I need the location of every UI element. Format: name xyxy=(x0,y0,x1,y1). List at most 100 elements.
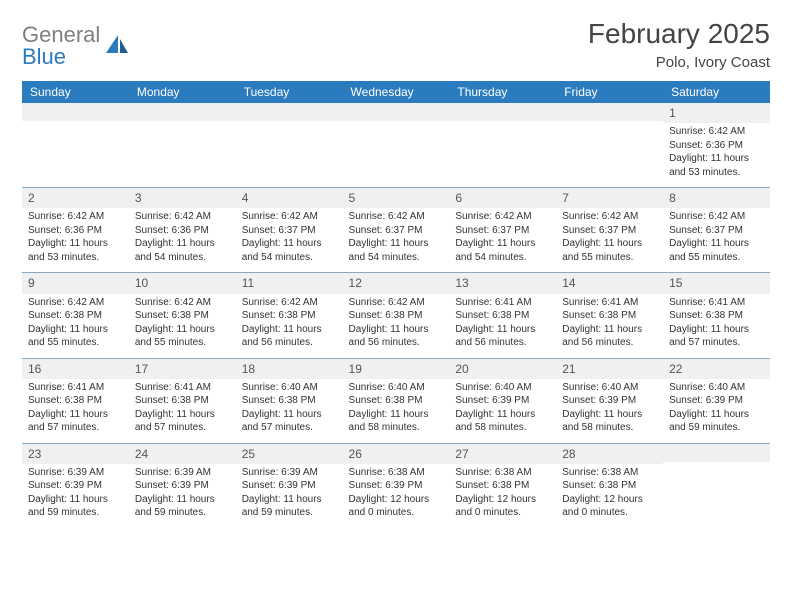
calendar-day: 5 Sunrise: 6:42 AMSunset: 6:37 PMDaylight… xyxy=(343,188,450,273)
day-number: 26 xyxy=(343,444,450,464)
day-detail-line: and 57 minutes. xyxy=(242,421,337,435)
day-detail-line: Daylight: 11 hours xyxy=(562,237,657,251)
day-number xyxy=(449,103,556,121)
day-detail-line: and 55 minutes. xyxy=(135,336,230,350)
day-detail-line: and 56 minutes. xyxy=(562,336,657,350)
day-detail-line: Daylight: 11 hours xyxy=(242,237,337,251)
day-detail-line: Daylight: 12 hours xyxy=(562,493,657,507)
calendar-week: 9Sunrise: 6:42 AMSunset: 6:38 PMDaylight… xyxy=(22,273,770,358)
calendar-day: 20Sunrise: 6:40 AMSunset: 6:39 PMDayligh… xyxy=(449,358,556,443)
day-detail-line: and 54 minutes. xyxy=(242,251,337,265)
day-detail-line: Daylight: 11 hours xyxy=(349,237,444,251)
day-number: 3 xyxy=(129,188,236,208)
day-detail-line: Sunrise: 6:42 AM xyxy=(135,296,230,310)
day-detail-line: Daylight: 11 hours xyxy=(242,493,337,507)
day-number: 5 xyxy=(343,188,450,208)
calendar-day: 17Sunrise: 6:41 AMSunset: 6:38 PMDayligh… xyxy=(129,358,236,443)
day-detail-line: Sunrise: 6:41 AM xyxy=(669,296,764,310)
calendar-day: 10 Sunrise: 6:42 AMSunset: 6:38 PMDayligh… xyxy=(129,273,236,358)
day-detail-line: and 59 minutes. xyxy=(135,506,230,520)
title-block: February 2025 Polo, Ivory Coast xyxy=(588,18,770,71)
day-detail-line: and 57 minutes. xyxy=(28,421,123,435)
day-detail-line: Sunrise: 6:40 AM xyxy=(349,381,444,395)
calendar-day xyxy=(663,443,770,528)
calendar-day: 19Sunrise: 6:40 AMSunset: 6:38 PMDayligh… xyxy=(343,358,450,443)
calendar-day: 1Sunrise: 6:42 AMSunset: 6:36 PMDaylight… xyxy=(663,103,770,188)
day-number: 2 xyxy=(22,188,129,208)
day-detail-line: and 56 minutes. xyxy=(242,336,337,350)
day-detail-line: Sunrise: 6:42 AM xyxy=(242,210,337,224)
day-detail-line: and 59 minutes. xyxy=(669,421,764,435)
day-detail-line: Sunrise: 6:39 AM xyxy=(242,466,337,480)
day-number: 7 xyxy=(556,188,663,208)
calendar-day xyxy=(556,103,663,188)
calendar-day xyxy=(343,103,450,188)
day-detail-line: Sunrise: 6:40 AM xyxy=(455,381,550,395)
calendar-day xyxy=(236,103,343,188)
day-number: 1 xyxy=(663,103,770,123)
calendar-day xyxy=(129,103,236,188)
day-detail-line: Sunrise: 6:38 AM xyxy=(562,466,657,480)
month-title: February 2025 xyxy=(588,18,770,50)
day-detail-line: and 54 minutes. xyxy=(349,251,444,265)
day-number: 16 xyxy=(22,359,129,379)
day-detail-line: and 53 minutes. xyxy=(28,251,123,265)
day-detail-line: and 58 minutes. xyxy=(455,421,550,435)
calendar-week: 23Sunrise: 6:39 AMSunset: 6:39 PMDayligh… xyxy=(22,443,770,528)
day-detail-line: and 57 minutes. xyxy=(669,336,764,350)
day-number xyxy=(22,103,129,121)
day-detail-line: Sunrise: 6:41 AM xyxy=(562,296,657,310)
day-detail-line: and 53 minutes. xyxy=(669,166,764,180)
calendar-day: 26Sunrise: 6:38 AMSunset: 6:39 PMDayligh… xyxy=(343,443,450,528)
day-detail-line: Sunset: 6:36 PM xyxy=(28,224,123,238)
day-detail-line: Sunset: 6:36 PM xyxy=(135,224,230,238)
calendar-day: 28Sunrise: 6:38 AMSunset: 6:38 PMDayligh… xyxy=(556,443,663,528)
calendar-day: 16Sunrise: 6:41 AMSunset: 6:38 PMDayligh… xyxy=(22,358,129,443)
weekday-header: Tuesday xyxy=(236,81,343,103)
calendar-day: 6Sunrise: 6:42 AMSunset: 6:37 PMDaylight… xyxy=(449,188,556,273)
calendar-day: 7Sunrise: 6:42 AMSunset: 6:37 PMDaylight… xyxy=(556,188,663,273)
day-detail-line: Sunset: 6:38 PM xyxy=(135,394,230,408)
day-detail-line: Sunset: 6:38 PM xyxy=(135,309,230,323)
day-detail-line: Daylight: 11 hours xyxy=(669,237,764,251)
day-number: 6 xyxy=(449,188,556,208)
day-detail-line: Sunset: 6:37 PM xyxy=(349,224,444,238)
day-number: 14 xyxy=(556,273,663,293)
day-detail-line: Daylight: 11 hours xyxy=(349,408,444,422)
day-detail-line: Sunset: 6:39 PM xyxy=(562,394,657,408)
day-detail-line: Daylight: 11 hours xyxy=(455,237,550,251)
calendar-day xyxy=(22,103,129,188)
day-detail-line: Daylight: 12 hours xyxy=(455,493,550,507)
day-detail-line: Sunrise: 6:42 AM xyxy=(135,210,230,224)
sail-icon xyxy=(104,33,130,62)
weekday-header: Wednesday xyxy=(343,81,450,103)
day-number: 15 xyxy=(663,273,770,293)
day-detail-line: Daylight: 11 hours xyxy=(135,237,230,251)
day-detail-line: Sunset: 6:38 PM xyxy=(455,479,550,493)
day-detail-line: Sunset: 6:38 PM xyxy=(28,394,123,408)
day-number: 10 xyxy=(129,273,236,293)
day-detail-line: Sunrise: 6:42 AM xyxy=(242,296,337,310)
day-number: 23 xyxy=(22,444,129,464)
day-detail-line: Daylight: 11 hours xyxy=(28,493,123,507)
day-detail-line: and 55 minutes. xyxy=(562,251,657,265)
calendar-day: 24Sunrise: 6:39 AMSunset: 6:39 PMDayligh… xyxy=(129,443,236,528)
day-detail-line: Daylight: 11 hours xyxy=(135,323,230,337)
day-detail-line: and 57 minutes. xyxy=(135,421,230,435)
day-detail-line: and 56 minutes. xyxy=(349,336,444,350)
day-detail-line: Sunrise: 6:38 AM xyxy=(455,466,550,480)
calendar-day: 21Sunrise: 6:40 AMSunset: 6:39 PMDayligh… xyxy=(556,358,663,443)
calendar-body: 1Sunrise: 6:42 AMSunset: 6:36 PMDaylight… xyxy=(22,103,770,528)
calendar-table: Sunday Monday Tuesday Wednesday Thursday… xyxy=(22,81,770,528)
day-number: 20 xyxy=(449,359,556,379)
day-detail-line: Sunrise: 6:42 AM xyxy=(669,125,764,139)
day-detail-line: Sunrise: 6:42 AM xyxy=(562,210,657,224)
day-detail-line: Daylight: 11 hours xyxy=(242,323,337,337)
day-detail-line: Sunrise: 6:42 AM xyxy=(669,210,764,224)
day-detail-line: and 59 minutes. xyxy=(242,506,337,520)
day-detail-line: Sunrise: 6:39 AM xyxy=(28,466,123,480)
day-detail-line: Sunset: 6:39 PM xyxy=(28,479,123,493)
location-label: Polo, Ivory Coast xyxy=(588,54,770,71)
day-detail-line: Sunrise: 6:42 AM xyxy=(349,210,444,224)
weekday-header: Saturday xyxy=(663,81,770,103)
